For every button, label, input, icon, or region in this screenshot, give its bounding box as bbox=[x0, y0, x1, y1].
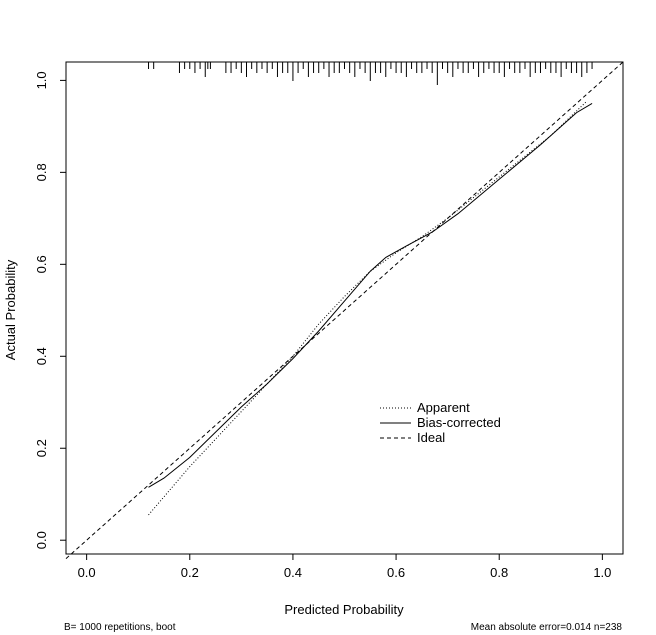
legend-label-apparent: Apparent bbox=[417, 400, 470, 415]
legend: Apparent Bias-corrected Ideal bbox=[380, 400, 501, 445]
x-tick-label: 1.0 bbox=[593, 565, 611, 580]
footer-right-note: Mean absolute error=0.014 n=238 bbox=[471, 622, 623, 633]
y-tick-label: 0.2 bbox=[34, 439, 49, 457]
x-tick-label: 0.2 bbox=[181, 565, 199, 580]
x-tick-label: 0.4 bbox=[284, 565, 302, 580]
y-tick-label: 0.4 bbox=[34, 347, 49, 365]
x-axis-label: Predicted Probability bbox=[284, 602, 404, 617]
y-axis-label: Actual Probability bbox=[3, 259, 18, 360]
x-tick-label: 0.6 bbox=[387, 565, 405, 580]
y-tick-label: 0.8 bbox=[34, 163, 49, 181]
y-axis: 0.0 0.2 0.4 0.6 0.8 1.0 bbox=[34, 71, 66, 549]
series-line-bias-corrected bbox=[148, 102, 593, 488]
x-axis: 0.0 0.2 0.4 0.6 0.8 1.0 bbox=[78, 554, 611, 580]
series-line-ideal bbox=[65, 61, 624, 559]
series-layer bbox=[65, 61, 624, 559]
y-tick-label: 0.0 bbox=[34, 531, 49, 549]
y-tick-label: 1.0 bbox=[34, 71, 49, 89]
series-line-apparent bbox=[148, 100, 588, 516]
rug-marks bbox=[148, 62, 593, 85]
plot-frame bbox=[65, 61, 624, 555]
legend-label-ideal: Ideal bbox=[417, 430, 445, 445]
y-tick-label: 0.6 bbox=[34, 255, 49, 273]
footer-left-note: B= 1000 repetitions, boot bbox=[64, 622, 176, 633]
x-tick-label: 0.8 bbox=[490, 565, 508, 580]
legend-label-bias-corrected: Bias-corrected bbox=[417, 415, 501, 430]
x-tick-label: 0.0 bbox=[78, 565, 96, 580]
